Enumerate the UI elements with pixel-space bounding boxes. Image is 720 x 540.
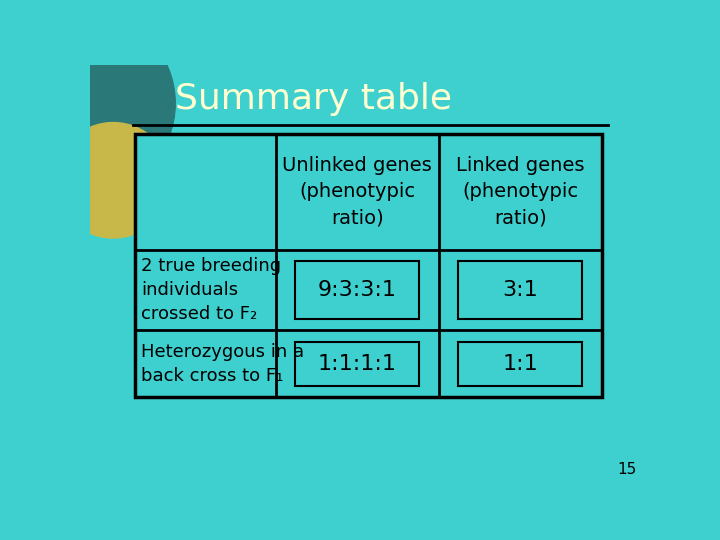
Circle shape	[0, 11, 175, 195]
Text: Linked genes
(phenotypic
ratio): Linked genes (phenotypic ratio)	[456, 156, 585, 228]
Bar	[295, 342, 419, 386]
Bar	[458, 342, 582, 386]
Text: 1:1: 1:1	[503, 354, 538, 374]
Text: 1:1:1:1: 1:1:1:1	[318, 354, 397, 374]
Bar	[135, 134, 601, 397]
Bar	[295, 261, 419, 319]
Circle shape	[55, 123, 171, 238]
Text: Heterozygous in a
back cross to F₁: Heterozygous in a back cross to F₁	[141, 343, 305, 384]
Text: 15: 15	[617, 462, 636, 477]
Text: Unlinked genes
(phenotypic
ratio): Unlinked genes (phenotypic ratio)	[282, 156, 432, 228]
Text: 2 true breeding
individuals
crossed to F₂: 2 true breeding individuals crossed to F…	[141, 258, 282, 322]
Text: Summary table: Summary table	[175, 83, 452, 117]
Text: 3:1: 3:1	[503, 280, 538, 300]
Text: 9:3:3:1: 9:3:3:1	[318, 280, 397, 300]
Bar	[458, 261, 582, 319]
